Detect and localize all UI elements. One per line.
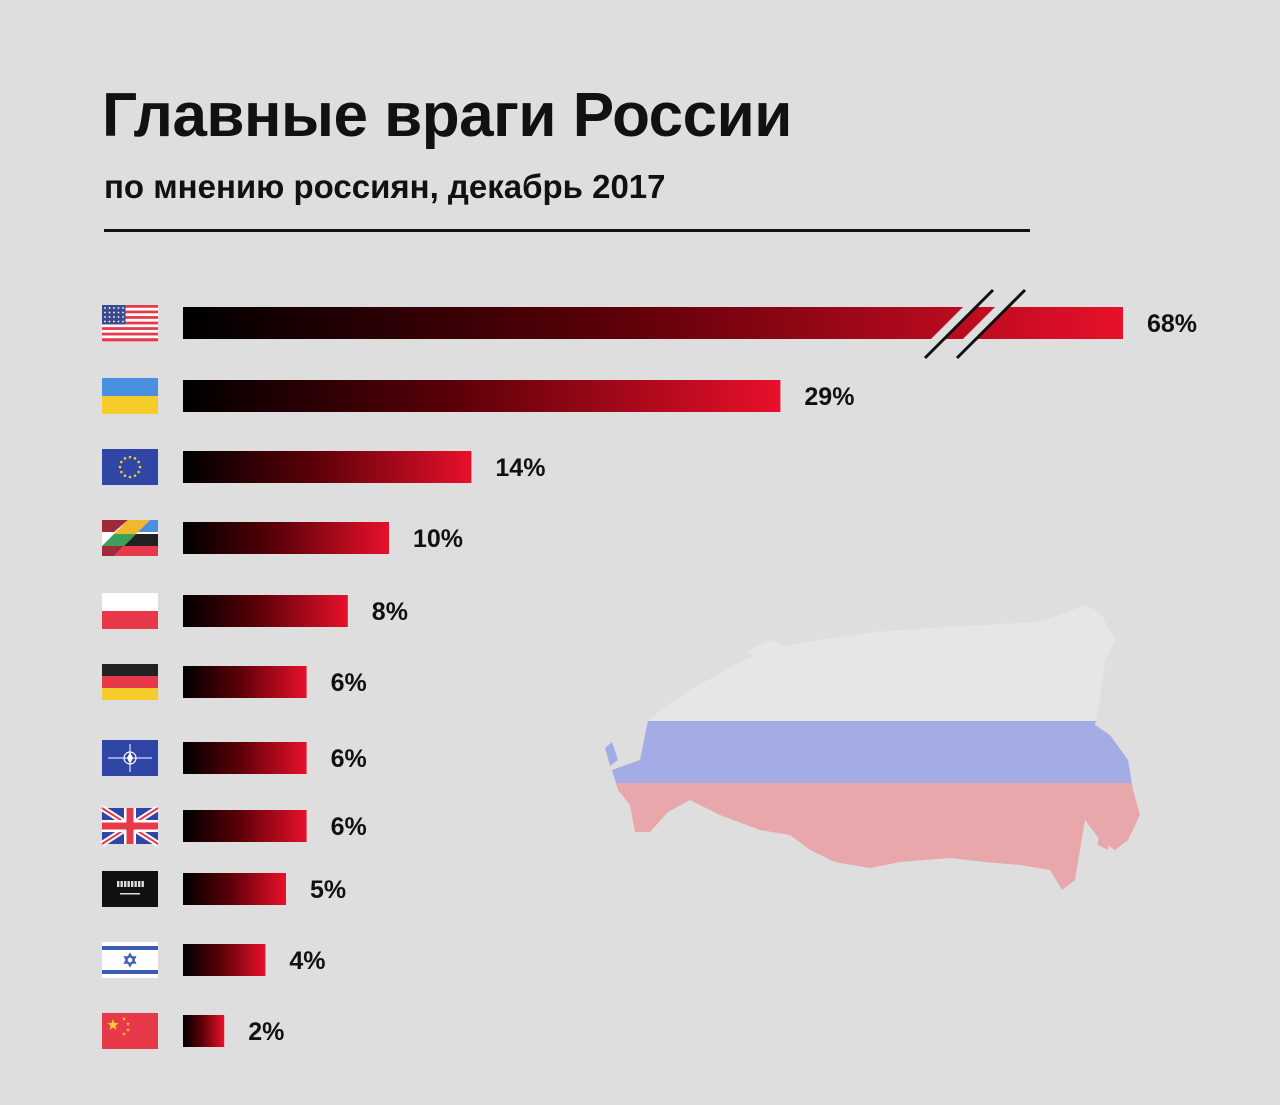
bar-baltic-states <box>183 522 389 554</box>
value-label-saudi-arabia: 5% <box>310 876 346 904</box>
value-label-eu: 14% <box>495 454 545 482</box>
value-label-uk: 6% <box>331 813 367 841</box>
bars-group <box>183 307 1123 1047</box>
chart-title: Главные враги России <box>102 81 792 150</box>
bar-israel <box>183 944 266 976</box>
value-labels-group: 68% 29% 14% 10% 8% 6% 6% 6% 5% 4% 2% <box>248 310 1197 1046</box>
flag-uk-icon <box>100 805 160 847</box>
break-slash-1 <box>955 288 1027 360</box>
flag-poland-icon <box>102 593 158 629</box>
break-gap-1 <box>947 286 1023 362</box>
value-label-poland: 8% <box>372 598 408 626</box>
flag-israel-icon <box>102 942 158 978</box>
value-label-ukraine: 29% <box>804 383 854 411</box>
chart-subtitle: по мнению россиян, декабрь 2017 <box>104 168 666 205</box>
value-label-baltic-states: 10% <box>413 525 463 553</box>
bar-uk <box>183 810 307 842</box>
flag-ukraine-icon <box>102 378 158 414</box>
flag-eu-icon <box>102 449 158 485</box>
break-gap-0 <box>915 286 991 362</box>
flag-usa-icon <box>102 305 158 342</box>
flag-china-icon <box>102 1013 158 1049</box>
value-label-china: 2% <box>248 1018 284 1046</box>
flag-nato-icon <box>102 740 158 776</box>
bar-saudi-arabia <box>183 873 286 905</box>
bar-ukraine <box>183 380 781 412</box>
axis-break-marks <box>915 286 1027 362</box>
bar-poland <box>183 595 348 627</box>
value-label-usa: 68% <box>1147 310 1197 338</box>
title-divider <box>104 229 1030 232</box>
russia-map-islands <box>605 638 1112 850</box>
bar-eu <box>183 451 472 483</box>
bar-nato <box>183 742 307 774</box>
flags-group <box>100 305 160 1049</box>
flag-germany-icon <box>102 664 158 700</box>
russia-map <box>612 605 1140 890</box>
flag-baltic-states-icon <box>102 520 158 556</box>
value-label-israel: 4% <box>289 947 325 975</box>
value-label-nato: 6% <box>331 745 367 773</box>
bar-germany <box>183 666 307 698</box>
flag-saudi-arabia-icon <box>102 871 158 907</box>
value-label-germany: 6% <box>331 669 367 697</box>
bar-china <box>183 1015 225 1047</box>
break-slash-0 <box>923 288 995 360</box>
